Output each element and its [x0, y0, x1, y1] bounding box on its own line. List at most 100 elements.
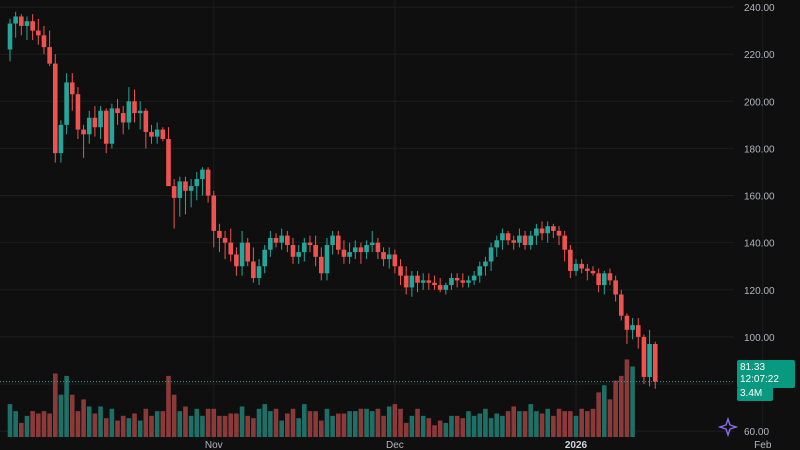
candle-body	[500, 233, 505, 241]
candle-body	[613, 280, 618, 295]
volume-bar	[205, 408, 211, 437]
candle-body	[534, 228, 539, 236]
x-tick-label: Feb	[754, 440, 772, 450]
volume-bar	[466, 411, 471, 437]
volume-bar	[103, 418, 109, 437]
candle-body	[454, 278, 460, 281]
candle-body	[290, 245, 296, 257]
volume-bar	[149, 415, 154, 437]
sparkle-icon[interactable]	[718, 417, 738, 437]
volume-bar	[211, 408, 217, 437]
candle-body	[511, 240, 517, 243]
candle-body	[630, 325, 635, 330]
candle-body	[568, 249, 573, 271]
candle-body	[392, 254, 398, 267]
candle-body	[296, 252, 301, 257]
volume-bar	[115, 420, 120, 437]
candle-body	[245, 242, 251, 262]
candle-body	[449, 278, 454, 286]
volume-bar	[369, 411, 375, 437]
volume-bar	[398, 408, 403, 437]
volume-bar	[290, 408, 296, 437]
volume-bar	[500, 415, 505, 437]
candle-body	[652, 343, 658, 382]
candle-body	[386, 254, 392, 260]
candle-body	[335, 235, 341, 250]
grid-lines	[0, 0, 764, 450]
volume-bar	[432, 425, 437, 437]
volume-bar	[302, 404, 307, 437]
candle-body	[551, 226, 556, 231]
candle-body	[126, 101, 132, 123]
candle-body	[369, 242, 375, 246]
candle-body	[217, 230, 222, 238]
candle-body	[149, 131, 154, 137]
y-tick-label: 140.00	[744, 239, 775, 250]
volume-badge: 3.4M	[737, 387, 773, 401]
y-tick-label: 220.00	[744, 50, 775, 61]
candle-body	[75, 94, 81, 130]
volume-bar	[341, 413, 347, 437]
candle-body	[426, 280, 432, 283]
volume-bar	[471, 415, 477, 437]
volume-bar	[602, 385, 607, 437]
candle-body	[409, 275, 415, 288]
x-tick-label: Nov	[205, 440, 223, 450]
volume-bar	[177, 411, 183, 437]
candle-body	[364, 245, 369, 253]
volume-bar	[256, 408, 262, 437]
volume-bar	[313, 411, 318, 437]
candle-body	[403, 275, 409, 288]
candle-body	[618, 294, 624, 316]
candle-body	[279, 235, 284, 243]
volume-bar	[217, 415, 222, 437]
volume-bar	[392, 404, 398, 437]
candle-body	[251, 261, 256, 279]
candle-body	[194, 179, 200, 187]
candle-body	[398, 266, 403, 276]
volume-bar	[132, 413, 137, 437]
volume-bar	[449, 415, 454, 437]
candle-body	[415, 275, 420, 283]
candle-body	[268, 237, 273, 250]
volume-bar	[573, 415, 579, 437]
candle-body	[200, 169, 205, 180]
volume-bar	[273, 408, 279, 437]
volume-bar	[454, 415, 460, 437]
candle-body	[358, 247, 364, 253]
volume-bar	[522, 411, 528, 437]
volume-bar	[511, 406, 517, 437]
candle-body	[64, 82, 69, 125]
candle-body	[58, 124, 64, 154]
volume-bar	[81, 399, 86, 437]
candle-body	[115, 108, 120, 114]
candle-body	[324, 245, 330, 274]
candle-body	[19, 16, 24, 26]
volume-bar	[352, 411, 358, 437]
candle-body	[307, 242, 313, 246]
candle-body	[86, 117, 92, 135]
volume-bar	[579, 408, 584, 437]
volume-bar	[75, 411, 81, 437]
volume-bar	[262, 404, 267, 437]
candle-body	[313, 245, 318, 257]
volume-bar	[109, 408, 115, 437]
candle-body	[160, 129, 166, 140]
candle-body	[505, 233, 511, 241]
candle-body	[166, 139, 171, 187]
candle-body	[375, 242, 381, 253]
volume-bar	[13, 411, 18, 437]
candle-body	[36, 30, 41, 36]
volume-bar	[234, 413, 239, 437]
candle-body	[607, 273, 613, 281]
volume-bar	[330, 415, 335, 437]
candle-body	[41, 35, 47, 48]
volume-bar	[166, 375, 171, 437]
volume-bar	[279, 420, 284, 437]
candle-body	[222, 237, 228, 243]
volume-bar	[86, 406, 92, 437]
volume-bar	[200, 415, 205, 437]
candle-body	[420, 280, 426, 283]
